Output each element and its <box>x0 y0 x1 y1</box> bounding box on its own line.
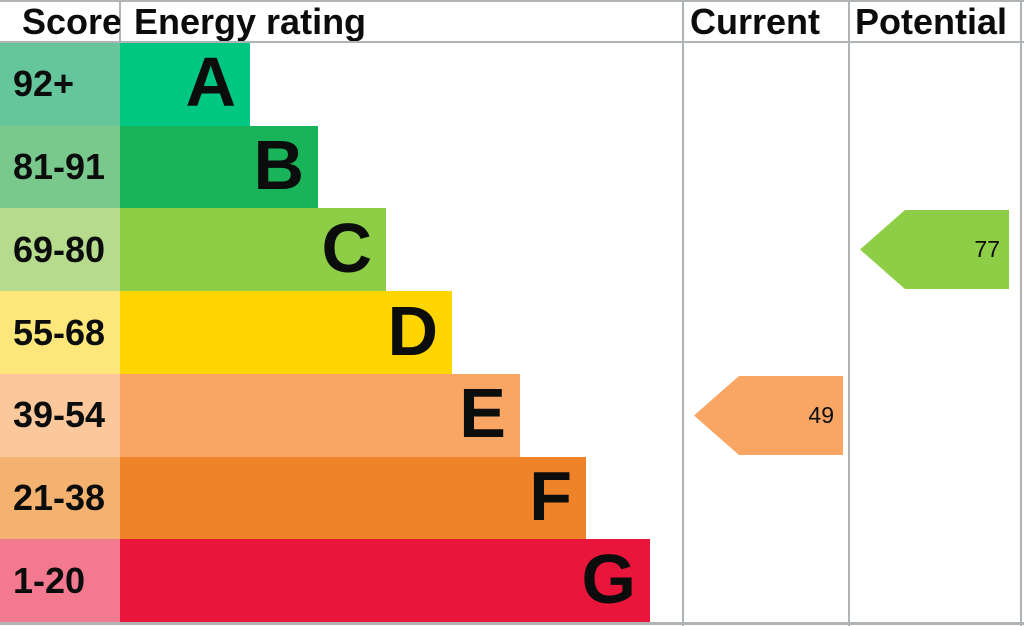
band-row-c: 69-80 C <box>0 208 1024 292</box>
score-range-b: 81-91 <box>0 125 120 209</box>
score-range-f: 21-38 <box>0 456 120 540</box>
band-row-b: 81-91 B <box>0 125 1024 209</box>
left-pointer-arrow-icon <box>860 210 1009 290</box>
band-row-a: 92+ A <box>0 43 1024 126</box>
score-column-divider <box>119 0 121 43</box>
current-header: Current <box>690 2 821 41</box>
bottom-border <box>0 622 1024 625</box>
score-range-c: 69-80 <box>0 208 120 292</box>
score-range-d: 55-68 <box>0 291 120 374</box>
band-rows: 92+ A 81-91 B 69-80 C 55-68 D 39-54 <box>0 43 1024 623</box>
band-row-d: 55-68 D <box>0 291 1024 374</box>
header-row: Score Energy rating Current Potential <box>0 2 1024 41</box>
band-bar-b: B <box>120 125 318 209</box>
band-bar-a: A <box>120 43 250 126</box>
score-range-e: 39-54 <box>0 373 120 457</box>
left-pointer-arrow-icon <box>694 375 843 455</box>
right-border <box>1020 0 1022 626</box>
potential-rating-value: 77 <box>974 236 1000 263</box>
band-row-f: 21-38 F <box>0 456 1024 540</box>
potential-rating-arrow: 77 <box>860 210 1009 290</box>
band-letter-a: A <box>185 43 236 122</box>
band-letter-f: F <box>529 456 572 535</box>
energy-rating-header: Energy rating <box>134 2 367 41</box>
top-border <box>0 0 1024 2</box>
current-rating-arrow: 49 <box>694 375 843 455</box>
band-letter-g: G <box>581 539 636 618</box>
current-column-divider <box>682 0 684 626</box>
band-bar-g: G <box>120 539 650 623</box>
band-bar-e: E <box>120 373 520 457</box>
potential-column-divider <box>848 0 850 626</box>
score-header: Score <box>22 2 120 41</box>
band-bar-c: C <box>120 208 386 292</box>
band-letter-c: C <box>321 208 372 287</box>
band-bar-f: F <box>120 456 586 540</box>
band-bar-d: D <box>120 291 452 374</box>
band-row-g: 1-20 G <box>0 539 1024 623</box>
potential-header: Potential <box>855 2 1008 41</box>
score-range-a: 92+ <box>0 43 120 126</box>
header-divider <box>0 41 1024 43</box>
band-letter-d: D <box>387 291 438 370</box>
band-letter-b: B <box>253 126 304 205</box>
current-rating-value: 49 <box>808 401 834 428</box>
band-letter-e: E <box>459 374 506 453</box>
score-range-g: 1-20 <box>0 539 120 623</box>
band-row-e: 39-54 E <box>0 373 1024 457</box>
